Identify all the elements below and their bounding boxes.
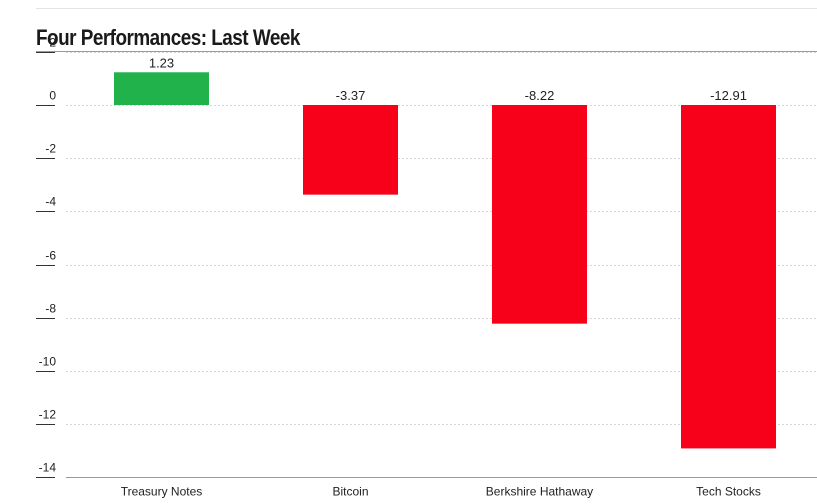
y-tick-label: -12: [39, 408, 57, 422]
data-labels: 1.23 -3.37 -8.22 -12.91: [149, 55, 747, 103]
top-rule: [36, 8, 817, 9]
y-axis-ticks: 2 0 -2 -4 -6 -8 -10 -12 -14: [36, 36, 56, 478]
x-category-label: Treasury Notes: [121, 484, 203, 498]
y-tick-label: -2: [45, 142, 56, 156]
y-tick-label: 2: [49, 36, 56, 50]
y-tick-label: 0: [49, 89, 56, 103]
data-label: -12.91: [710, 88, 747, 103]
bars: [114, 72, 776, 449]
chart-title: Four Performances: Last Week: [36, 25, 300, 50]
bar: [303, 105, 398, 195]
data-label: 1.23: [149, 55, 174, 70]
x-category-label: Berkshire Hathaway: [486, 484, 593, 498]
bar: [492, 105, 587, 324]
bar: [114, 72, 209, 105]
bar: [681, 105, 776, 449]
y-tick-label: -6: [45, 249, 56, 263]
data-label: -3.37: [336, 88, 366, 103]
x-category-label: Tech Stocks: [696, 484, 761, 498]
y-tick-label: -14: [39, 461, 57, 475]
data-label: -8.22: [525, 88, 555, 103]
y-tick-label: -4: [45, 195, 56, 209]
y-tick-label: -8: [45, 302, 56, 316]
x-category-label: Bitcoin: [332, 484, 368, 498]
y-tick-label: -10: [39, 355, 57, 369]
title-rule: [36, 51, 817, 52]
x-axis-categories: Treasury Notes Bitcoin Berkshire Hathaway T…: [121, 484, 761, 498]
